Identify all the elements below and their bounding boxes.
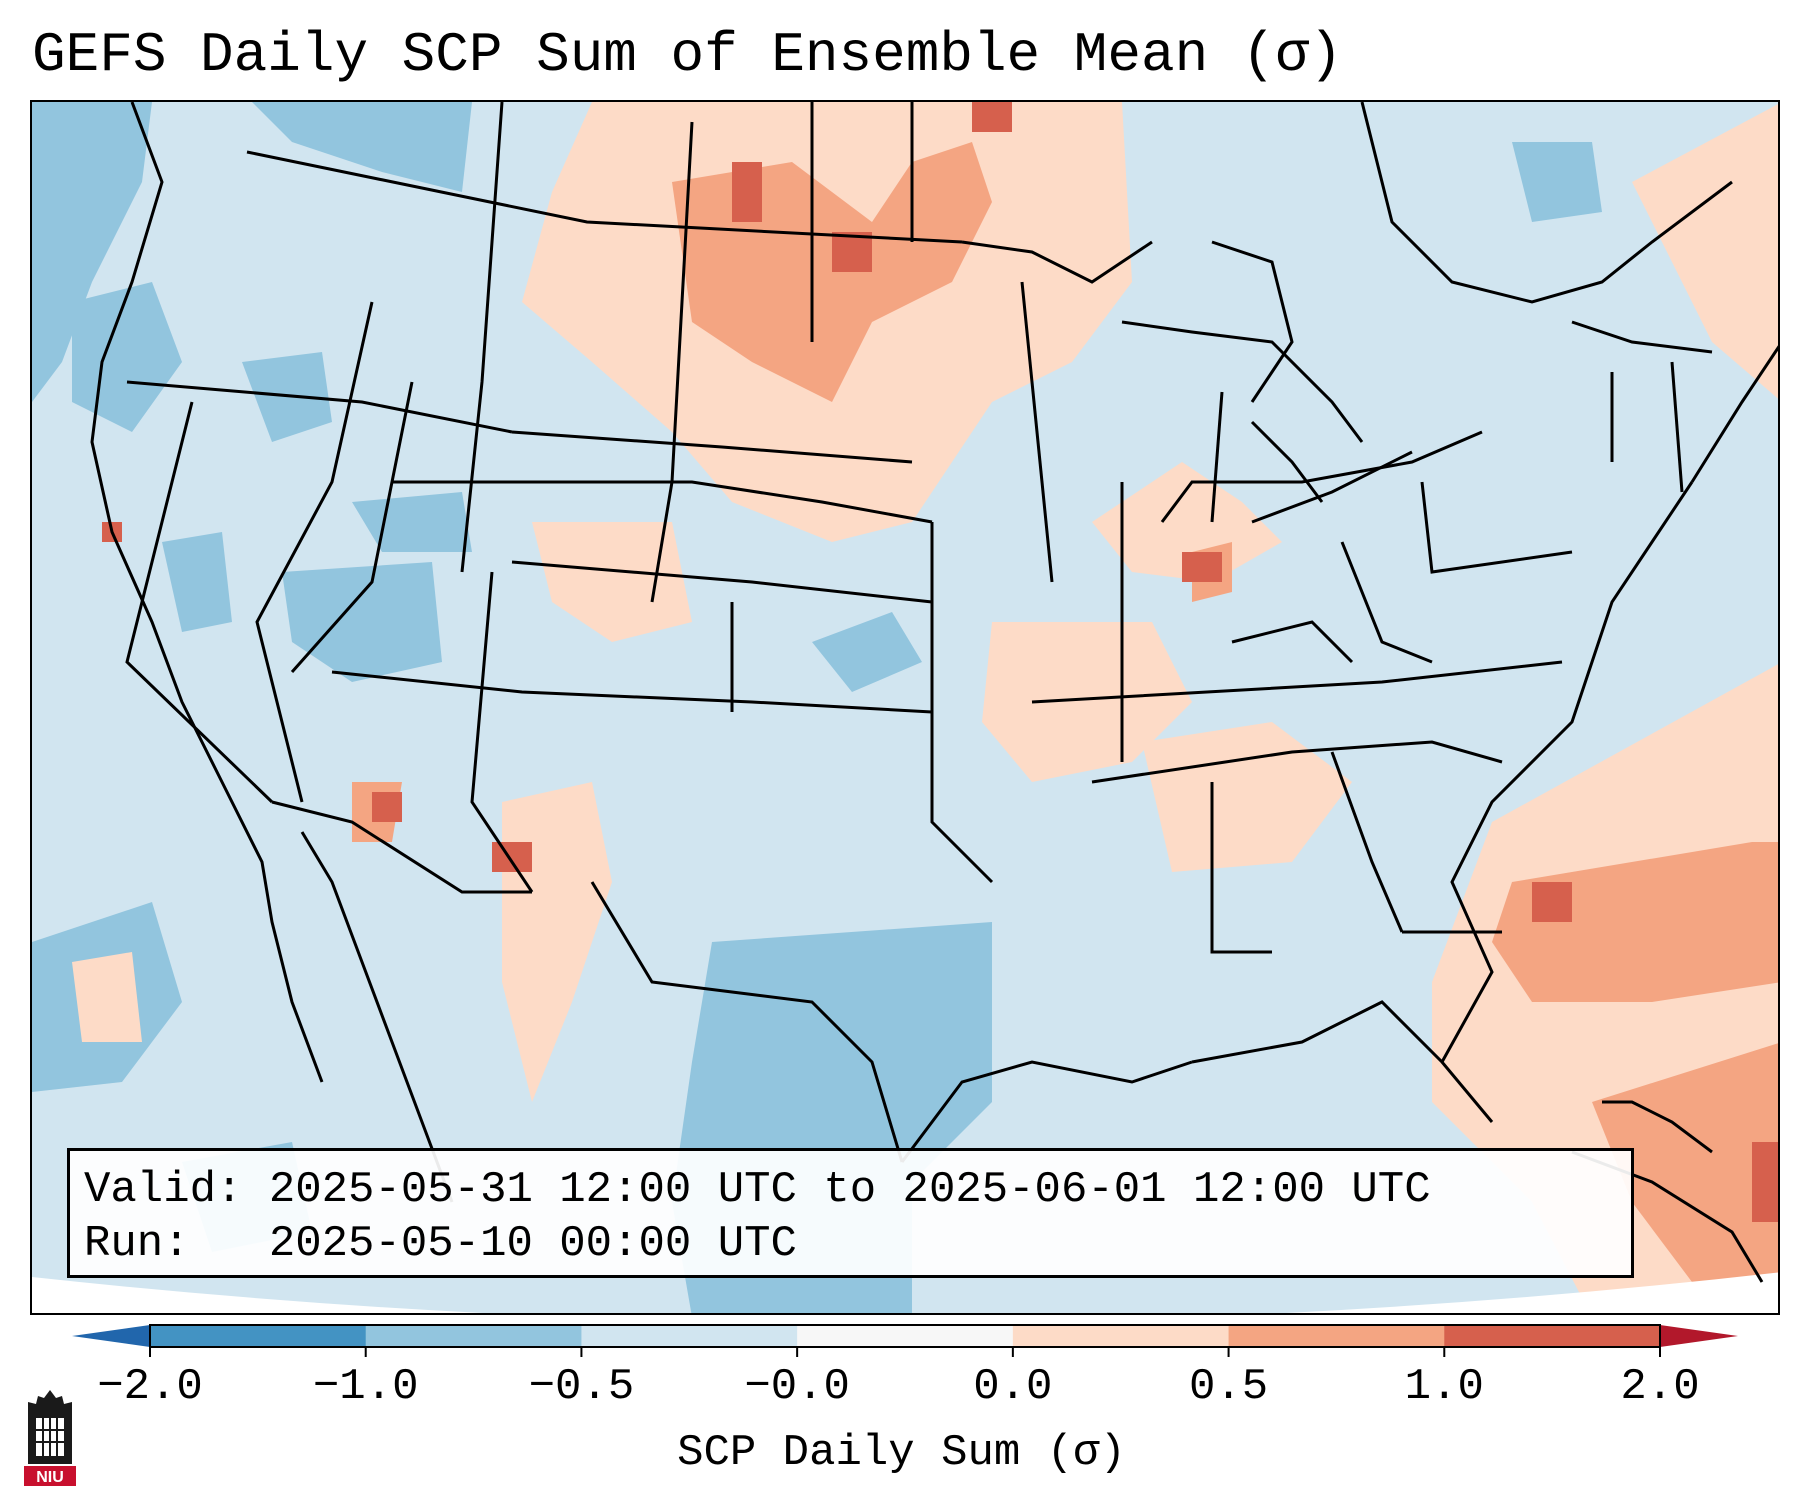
map-title: GEFS Daily SCP Sum of Ensemble Mean (σ) [32, 23, 1343, 87]
colorbar-bin [150, 1325, 367, 1347]
colorbar-tick-label: 2.0 [1620, 1362, 1700, 1412]
colorbar-tick-label: −0.5 [528, 1362, 635, 1412]
colorbar-bin [365, 1325, 582, 1347]
scp-anomaly-field [32, 102, 1778, 1313]
strong-positive-spots [102, 102, 1778, 1222]
svg-text:NIU: NIU [36, 1469, 64, 1486]
colorbar-tick-label: −0.0 [744, 1362, 850, 1412]
colorbar-bin [1228, 1325, 1445, 1347]
run-time-line: Run: 2025-05-10 00:00 UTC [84, 1219, 797, 1269]
colorbar-tick-label: 0.0 [973, 1362, 1053, 1412]
colorbar-tick-label: −2.0 [97, 1362, 203, 1412]
colorbar-bin [581, 1325, 798, 1347]
valid-time-line: Valid: 2025-05-31 12:00 UTC to 2025-06-0… [84, 1165, 1431, 1215]
colorbar-tick-label: 1.0 [1404, 1362, 1484, 1412]
colorbar-tick-label: −1.0 [312, 1362, 419, 1412]
colorbar-tick-label: 0.5 [1188, 1362, 1269, 1412]
political-boundaries [90, 102, 1778, 1283]
colorbar-label: SCP Daily Sum (σ) [677, 1428, 1126, 1478]
colorbar-extend-low [72, 1325, 150, 1347]
colorbar [72, 1324, 1738, 1357]
colorbar-tick-marks [149, 1347, 1661, 1357]
colorbar-bin [797, 1325, 1014, 1347]
colorbar-extend-high [1660, 1325, 1738, 1347]
colorbar-bin [1012, 1325, 1230, 1347]
colorbar-bin [1444, 1325, 1661, 1347]
validity-info-box: Valid: 2025-05-31 12:00 UTC to 2025-06-0… [67, 1148, 1634, 1278]
colorbar-bins [150, 1325, 1661, 1347]
niu-logo: NIU [24, 1390, 76, 1486]
map-panel [30, 100, 1780, 1315]
